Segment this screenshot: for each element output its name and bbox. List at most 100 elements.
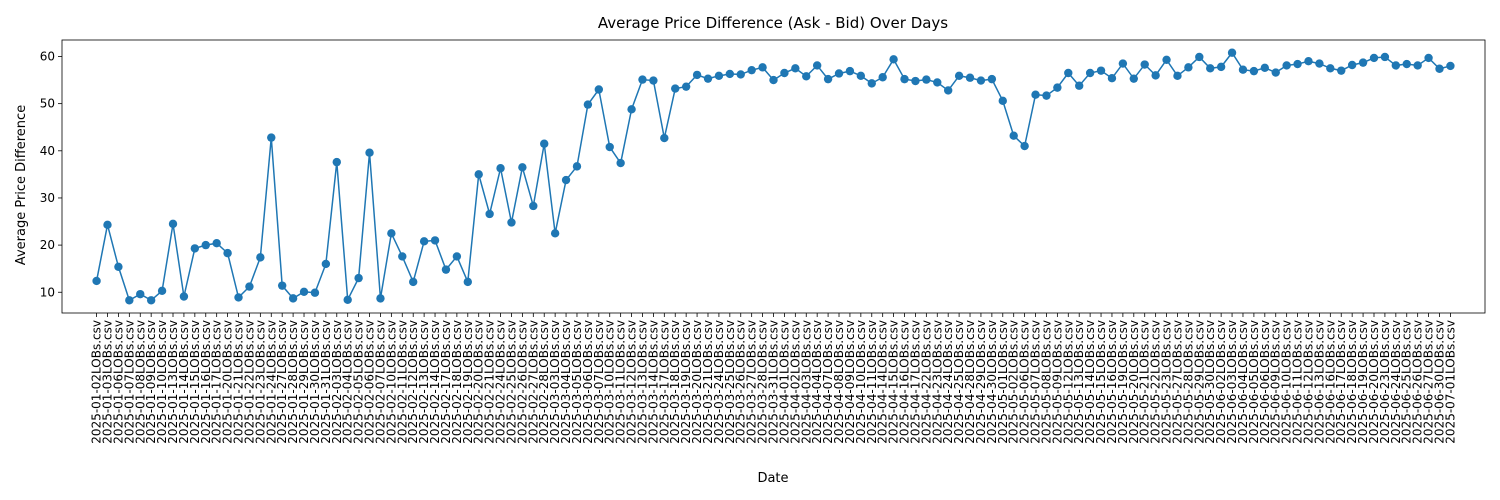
x-tick-label: 2025-04-08LOBs.csv (832, 320, 846, 444)
x-tick-label: 2025-03-11LOBs.csv (614, 320, 628, 444)
x-tick-label: 2025-06-20LOBs.csv (1367, 320, 1381, 444)
x-tick-label: 2025-06-19LOBs.csv (1356, 320, 1370, 444)
data-point (419, 237, 429, 246)
x-tick-label: 2025-03-13LOBs.csv (635, 320, 649, 444)
data-point (223, 248, 232, 258)
x-tick-label: 2025-06-24LOBs.csv (1389, 320, 1403, 444)
x-tick-label: 2025-02-17LOBs.csv (439, 320, 453, 444)
x-tick-label: 2025-06-30LOBs.csv (1433, 320, 1447, 444)
x-tick-label: 2025-01-16LOBs.csv (199, 320, 213, 444)
x-tick-label: 2025-06-05LOBs.csv (1247, 320, 1261, 444)
x-tick-label: 2025-01-10LOBs.csv (155, 320, 169, 444)
data-point (518, 163, 527, 172)
x-tick-label: 2025-03-04LOBs.csv (559, 320, 573, 444)
x-tick-label: 2025-03-18LOBs.csv (668, 320, 682, 444)
x-tick-label: 2025-05-27LOBs.csv (1170, 320, 1184, 444)
data-point (376, 294, 385, 303)
x-tick-label: 2025-01-13LOBs.csv (166, 320, 180, 444)
data-point (1020, 141, 1029, 151)
x-tick-label: 2025-04-03LOBs.csv (799, 320, 813, 444)
data-point (1053, 83, 1062, 92)
x-tick-label: 2025-02-13LOBs.csv (417, 320, 431, 444)
x-tick-label: 2025-03-07LOBs.csv (592, 320, 606, 444)
x-tick-label: 2025-04-23LOBs.csv (930, 320, 944, 444)
x-tick-label: 2025-05-07LOBs.csv (1029, 320, 1043, 444)
x-tick-label: 2025-05-23LOBs.csv (1160, 320, 1174, 444)
x-tick-label: 2025-06-04LOBs.csv (1236, 320, 1250, 444)
x-tick-label: 2025-03-06LOBs.csv (581, 320, 595, 444)
x-tick-label: 2025-01-29LOBs.csv (297, 320, 311, 444)
x-tick-label: 2025-04-24LOBs.csv (941, 320, 955, 444)
x-tick-label: 2025-05-19LOBs.csv (1116, 320, 1130, 444)
data-point (1304, 57, 1313, 66)
x-tick-label: 2025-01-08LOBs.csv (133, 320, 147, 444)
data-point (878, 73, 887, 82)
data-point (507, 218, 516, 227)
data-point (398, 252, 407, 261)
x-tick-label: 2025-04-29LOBs.csv (974, 320, 988, 444)
y-tick-label: 30 (40, 191, 55, 205)
data-point (976, 76, 986, 85)
x-tick-label: 2025-05-29LOBs.csv (1192, 320, 1206, 444)
y-tick-label: 10 (40, 285, 55, 299)
data-point (245, 282, 254, 291)
data-point (1271, 68, 1280, 77)
data-point (288, 294, 298, 303)
x-tick-label: 2025-04-25LOBs.csv (952, 320, 966, 444)
data-point (1402, 59, 1411, 69)
x-tick-label: 2025-02-19LOBs.csv (461, 320, 475, 444)
x-tick-label: 2025-01-09LOBs.csv (144, 320, 158, 444)
data-point (354, 273, 363, 283)
y-tick-label: 60 (40, 50, 55, 64)
data-point (616, 158, 625, 168)
x-tick-label: 2025-01-21LOBs.csv (232, 320, 246, 444)
data-point (911, 76, 920, 86)
data-point (933, 78, 942, 87)
x-tick-label: 2025-01-27LOBs.csv (275, 320, 289, 444)
data-point (496, 164, 505, 173)
data-point (922, 75, 931, 84)
x-tick-label: 2025-02-27LOBs.csv (526, 320, 540, 444)
x-tick-label: 2025-03-24LOBs.csv (712, 320, 726, 444)
data-point (1249, 66, 1259, 76)
data-point (834, 69, 844, 78)
x-tick-label: 2025-02-12LOBs.csv (406, 320, 420, 444)
x-tick-label: 2025-02-20LOBs.csv (472, 320, 486, 444)
x-tick-label: 2025-05-02LOBs.csv (1007, 320, 1021, 444)
data-point (780, 68, 789, 78)
x-tick-label: 2025-02-25LOBs.csv (504, 320, 518, 444)
data-point (681, 82, 691, 91)
x-tick-label: 2025-06-12LOBs.csv (1301, 320, 1315, 444)
data-point (256, 253, 265, 262)
data-point (1227, 48, 1237, 57)
x-tick-label: 2025-05-06LOBs.csv (1018, 320, 1032, 444)
plot-area: 10 20 30 40 50 60 2025-01-02LOBs.csv2025-01-03… (40, 39, 1486, 444)
chart-title: Average Price Difference (Ask - Bid) Ove… (598, 14, 948, 32)
data-point (1238, 65, 1248, 74)
x-tick-label: 2025-06-09LOBs.csv (1269, 320, 1283, 444)
x-tick-label: 2025-04-30LOBs.csv (985, 320, 999, 444)
data-point (92, 276, 101, 286)
data-point (769, 75, 778, 85)
data-point (1216, 62, 1226, 72)
x-tick-label: 2025-04-10LOBs.csv (854, 320, 868, 444)
data-point (441, 265, 451, 274)
x-tick-label: 2025-05-01LOBs.csv (996, 320, 1010, 444)
x-tick-label: 2025-06-23LOBs.csv (1378, 320, 1392, 444)
data-point (791, 64, 800, 73)
x-tick-label: 2025-02-07LOBs.csv (373, 320, 387, 444)
data-point (1140, 60, 1149, 69)
x-tick-label: 2025-04-11LOBs.csv (865, 320, 879, 444)
x-tick-label: 2025-03-25LOBs.csv (723, 320, 737, 444)
data-point (343, 295, 352, 304)
data-point (212, 239, 221, 248)
data-point (1184, 63, 1193, 72)
x-tick-label: 2025-06-16LOBs.csv (1323, 320, 1337, 444)
x-tick-label: 2025-05-20LOBs.csv (1127, 320, 1141, 444)
data-point (1064, 68, 1073, 78)
series-line (95, 51, 1451, 303)
data-point (594, 85, 604, 94)
x-tick-label: 2025-01-07LOBs.csv (122, 320, 136, 444)
data-point (802, 72, 811, 81)
